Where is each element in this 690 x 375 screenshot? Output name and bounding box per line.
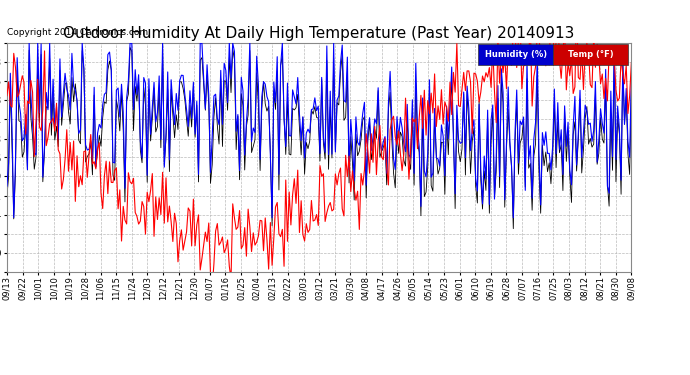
Text: Humidity (%): Humidity (%) [485, 50, 547, 59]
Text: Temp (°F): Temp (°F) [568, 50, 613, 59]
FancyBboxPatch shape [553, 44, 628, 65]
Text: Copyright 2014 Cartronics.com: Copyright 2014 Cartronics.com [7, 28, 148, 38]
FancyBboxPatch shape [478, 44, 553, 65]
Title: Outdoor Humidity At Daily High Temperature (Past Year) 20140913: Outdoor Humidity At Daily High Temperatu… [63, 26, 575, 40]
